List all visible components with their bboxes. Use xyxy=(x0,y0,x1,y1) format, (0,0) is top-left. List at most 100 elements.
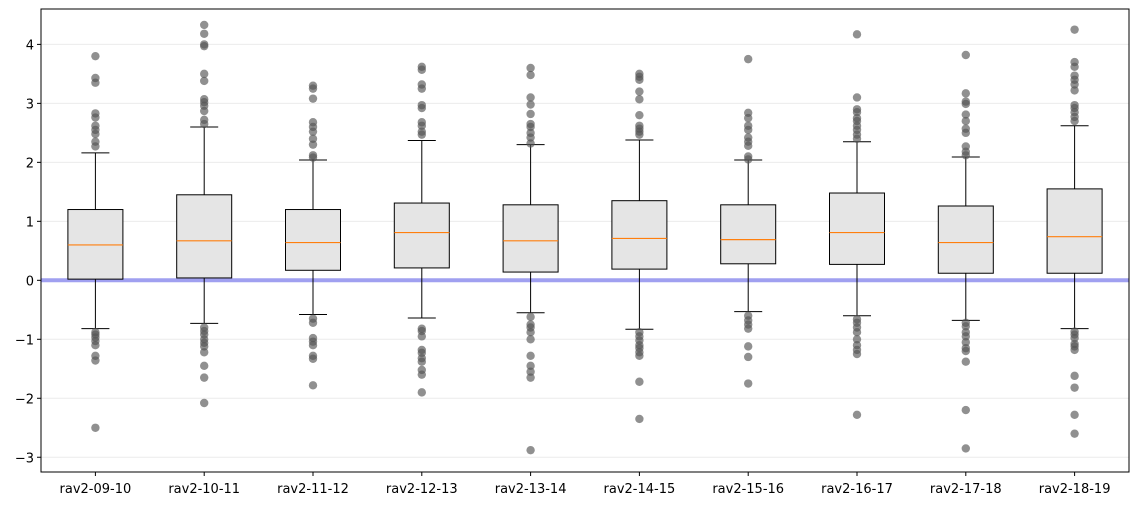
x-tick-label: rav2-15-16 xyxy=(712,482,784,497)
outlier-point xyxy=(526,93,535,102)
outlier-point xyxy=(91,340,100,350)
outlier-point xyxy=(200,119,209,129)
outlier-point xyxy=(526,373,535,382)
outlier-point xyxy=(744,113,753,123)
box-group xyxy=(176,20,233,408)
outlier-point xyxy=(526,328,535,337)
outlier-point xyxy=(308,340,318,350)
outlier-point xyxy=(635,95,644,104)
outlier-point xyxy=(526,312,535,322)
outlier-point xyxy=(308,127,318,136)
outlier-point xyxy=(744,379,753,388)
outlier-point xyxy=(852,108,862,117)
outlier-point xyxy=(635,87,644,96)
outlier-point xyxy=(961,346,970,356)
outlier-point xyxy=(526,122,535,132)
outlier-point xyxy=(417,388,426,397)
outlier-point xyxy=(744,141,753,151)
outlier-point xyxy=(961,444,970,453)
y-tick-label: 4 xyxy=(26,38,34,53)
y-tick-label: 2 xyxy=(26,156,34,171)
outlier-point xyxy=(961,338,970,347)
outlier-point xyxy=(1070,25,1079,34)
box xyxy=(937,205,994,274)
outlier-point xyxy=(635,414,644,424)
x-tick-label: rav2-13-14 xyxy=(495,482,567,497)
outlier-point xyxy=(635,377,644,386)
outlier-point xyxy=(91,113,100,122)
box-group xyxy=(502,63,559,455)
outlier-point xyxy=(526,109,535,119)
box xyxy=(720,204,777,265)
y-tick-label: −3 xyxy=(15,451,34,466)
x-tick-label: rav2-14-15 xyxy=(604,482,676,497)
box xyxy=(285,209,341,271)
outlier-point xyxy=(417,332,426,341)
outlier-point xyxy=(200,348,209,357)
outlier-point xyxy=(417,370,426,379)
outlier-point xyxy=(1070,86,1079,95)
outlier-point xyxy=(200,342,209,351)
outlier-point xyxy=(961,89,970,98)
outlier-point xyxy=(852,328,862,337)
outlier-point xyxy=(526,351,535,361)
outlier-point xyxy=(417,103,426,113)
box xyxy=(393,202,450,269)
outlier-point xyxy=(635,130,644,139)
x-tick-label: rav2-16-17 xyxy=(821,482,893,497)
outlier-point xyxy=(1070,429,1079,438)
outlier-point xyxy=(961,116,970,126)
outlier-point xyxy=(417,84,426,93)
outlier-point xyxy=(744,54,753,64)
x-tick-label: rav2-18-19 xyxy=(1039,482,1111,497)
outlier-point xyxy=(308,84,318,93)
outlier-point xyxy=(526,63,535,73)
outlier-point xyxy=(961,151,970,160)
outlier-point xyxy=(200,41,209,51)
outlier-point xyxy=(961,50,970,60)
outlier-point xyxy=(91,142,100,151)
box-group xyxy=(1046,25,1103,438)
outlier-point xyxy=(91,78,100,87)
outlier-point xyxy=(635,110,644,120)
x-tick-label: rav2-11-12 xyxy=(277,482,349,497)
outlier-point xyxy=(526,361,535,371)
outlier-point xyxy=(635,75,644,84)
outlier-point xyxy=(91,129,100,139)
outlier-point xyxy=(1070,80,1079,89)
outlier-point xyxy=(308,381,318,390)
outlier-point xyxy=(417,357,426,366)
outlier-point xyxy=(526,367,535,376)
box xyxy=(829,192,885,265)
outlier-point xyxy=(308,134,318,143)
outlier-point xyxy=(200,29,209,38)
outlier-point xyxy=(308,153,318,162)
y-tick-label: −2 xyxy=(15,392,34,407)
outlier-point xyxy=(526,70,535,80)
outlier-point xyxy=(744,352,753,362)
outlier-point xyxy=(1070,410,1079,419)
box-series xyxy=(67,20,1103,455)
x-axis: rav2-09-10 rav2-10-11 rav2-11-12 rav2-12-13… xyxy=(60,472,1111,497)
box-group xyxy=(285,81,341,390)
y-tick-label: 1 xyxy=(26,215,34,230)
outlier-point xyxy=(417,65,426,74)
outlier-point xyxy=(308,94,318,103)
box xyxy=(502,204,559,273)
outlier-point xyxy=(744,155,753,164)
outlier-point xyxy=(852,93,862,102)
outlier-point xyxy=(852,134,862,143)
outlier-point xyxy=(200,69,209,79)
outlier-point xyxy=(1070,383,1079,392)
outlier-point xyxy=(417,121,426,130)
outlier-point xyxy=(200,20,209,30)
outlier-point xyxy=(526,335,535,344)
outlier-point xyxy=(526,445,535,455)
x-tick-label: rav2-09-10 xyxy=(60,482,132,497)
box-group xyxy=(937,50,994,453)
outlier-point xyxy=(961,357,970,366)
box xyxy=(1046,188,1103,274)
outlier-point xyxy=(744,342,753,351)
y-tick-label: 3 xyxy=(26,97,34,112)
